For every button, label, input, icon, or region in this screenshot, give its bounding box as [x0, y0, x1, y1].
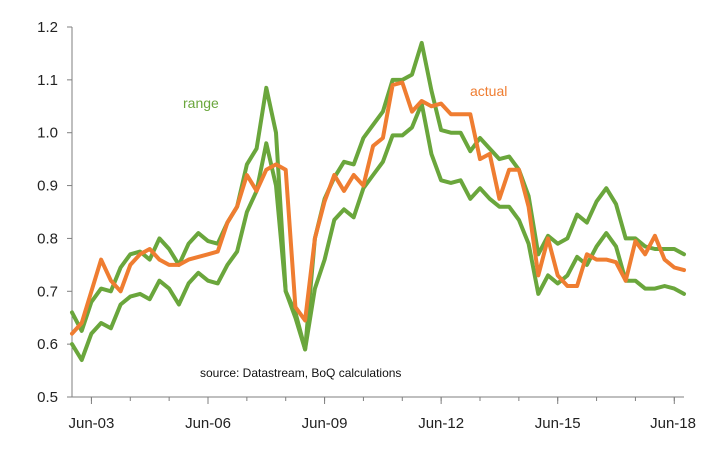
y-tick-label: 0.5	[37, 389, 58, 406]
x-tick-label: Jun-03	[68, 415, 114, 432]
y-tick-label: 0.7	[37, 283, 58, 300]
y-tick-label: 1.0	[37, 125, 58, 142]
x-tick-label: Jun-15	[535, 415, 581, 432]
series-line-actual	[70, 80, 686, 336]
y-tick-label: 0.8	[37, 230, 58, 247]
y-tick-label: 0.9	[37, 178, 58, 195]
y-tick-label: 1.1	[37, 72, 58, 89]
series-line-range-upper	[70, 40, 686, 352]
series-lines	[70, 40, 686, 362]
x-axis: Jun-03 Jun-06 Jun-09 Jun-12 Jun-15 Jun-18	[68, 396, 696, 432]
x-tick-label: Jun-18	[650, 415, 696, 432]
x-tick-label: Jun-12	[418, 415, 464, 432]
x-tick-label: Jun-09	[302, 415, 348, 432]
x-tick-label: Jun-06	[185, 415, 231, 432]
source-note: source: Datastream, BoQ calculations	[200, 366, 401, 380]
series-line-range-lower	[70, 101, 686, 362]
range-series-label: range	[183, 95, 219, 111]
y-axis: 0.5 0.6 0.7 0.8 0.9 1.0 1.1 1.2	[37, 19, 73, 406]
y-tick-label: 0.6	[37, 336, 58, 353]
actual-series-label: actual	[470, 83, 507, 99]
annotations: range actual source: Datastream, BoQ cal…	[183, 83, 507, 380]
y-tick-label: 1.2	[37, 19, 58, 36]
